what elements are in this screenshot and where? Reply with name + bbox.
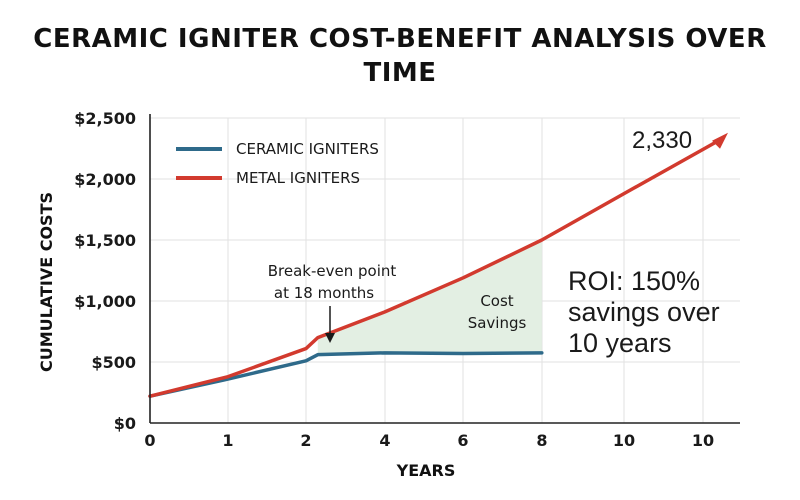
x-tick-label-6: 10 <box>613 431 635 450</box>
legend-label-metal: METAL IGNITERS <box>236 169 360 187</box>
x-axis-label: YEARS <box>396 461 456 480</box>
savings-label-2: Savings <box>468 314 527 332</box>
y-tick-label-4: $2,000 <box>74 170 136 189</box>
roi-line-3: 10 years <box>568 328 672 358</box>
chart-title-line1: CERAMIC IGNITER COST-BENEFIT ANALYSIS OV… <box>33 24 767 54</box>
x-tick-label-1: 1 <box>222 431 233 450</box>
axes <box>149 114 740 424</box>
x-tick-label-7: 10 <box>692 431 714 450</box>
y-tick-label-1: $500 <box>91 353 136 372</box>
savings-label-1: Cost <box>480 292 513 310</box>
break-even-arrow-head <box>325 333 335 343</box>
roi-line-2: savings over <box>568 297 720 327</box>
roi-line-1: ROI: 150% <box>568 266 700 296</box>
x-tick-label-3: 4 <box>379 431 390 450</box>
chart-title: CERAMIC IGNITER COST-BENEFIT ANALYSIS OV… <box>0 22 800 90</box>
end-value-label: 2,330 <box>632 127 692 154</box>
y-axis-label: CUMULATIVE COSTS <box>37 192 56 372</box>
x-tick-label-4: 6 <box>457 431 468 450</box>
metal-arrow-head <box>712 132 728 149</box>
y-tick-label-0: $0 <box>114 414 136 433</box>
x-tick-label-2: 2 <box>300 431 311 450</box>
y-tick-label-2: $1,000 <box>74 292 136 311</box>
x-tick-label-5: 8 <box>536 431 547 450</box>
break-even-annotation: Break-even point at 18 months <box>268 262 397 343</box>
series-line-ceramic <box>148 351 544 398</box>
x-tick-label-0: 0 <box>144 431 155 450</box>
series-lines <box>148 132 728 398</box>
tick-labels: $0 $500 $1,000 $1,500 $2,000 $2,500 0 1 2 4 6 8 10 10 <box>74 109 714 450</box>
break-even-text-2: at 18 months <box>274 284 374 302</box>
y-tick-label-5: $2,500 <box>74 109 136 128</box>
chart-title-line2: TIME <box>363 58 437 88</box>
y-tick-label-3: $1,500 <box>74 231 136 250</box>
legend-label-ceramic: CERAMIC IGNITERS <box>236 140 379 158</box>
legend: CERAMIC IGNITERS METAL IGNITERS <box>176 140 379 187</box>
break-even-text-1: Break-even point <box>268 262 397 280</box>
